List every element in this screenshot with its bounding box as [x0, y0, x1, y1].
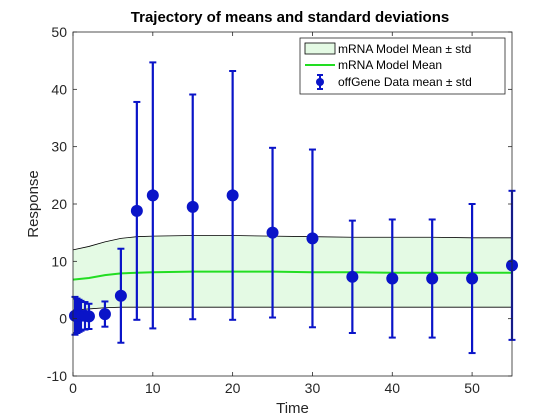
y-tick-label: 40	[51, 81, 67, 97]
data-marker	[266, 226, 279, 239]
data-marker	[226, 189, 239, 202]
x-tick-label: 50	[464, 380, 480, 396]
data-marker	[426, 272, 439, 285]
data-point-10	[186, 93, 199, 321]
data-point-12	[266, 146, 279, 319]
data-marker	[146, 189, 159, 202]
data-marker	[346, 270, 359, 283]
data-marker	[306, 232, 319, 245]
legend-label-data: offGene Data mean ± std	[338, 75, 472, 89]
data-point-11	[226, 69, 239, 321]
data-marker	[386, 272, 399, 285]
data-marker	[130, 204, 143, 217]
data-marker	[98, 308, 111, 321]
y-tick-label: -10	[47, 368, 67, 384]
y-axis-label: Response	[25, 170, 42, 238]
legend-label-band: mRNA Model Mean ± std	[338, 42, 471, 56]
legend-label-mean: mRNA Model Mean	[338, 58, 442, 72]
data-marker	[114, 289, 127, 302]
legend-swatch-marker	[316, 78, 324, 86]
data-point-9	[146, 61, 159, 330]
legend-swatch-band	[304, 42, 336, 55]
data-point-5	[82, 302, 95, 330]
x-tick-label: 30	[305, 380, 321, 396]
x-tick-label: 10	[145, 380, 161, 396]
legend: mRNA Model Mean ± std mRNA Model Mean of…	[299, 37, 506, 95]
data-point-17	[466, 203, 479, 355]
data-point-15	[386, 218, 399, 339]
y-tick-label: 0	[59, 311, 67, 327]
x-axis-label: Time	[276, 400, 309, 417]
y-tick-label: 10	[51, 253, 67, 269]
data-point-7	[114, 247, 127, 344]
data-point-6	[98, 300, 111, 328]
data-point-13	[306, 148, 319, 329]
data-point-14	[346, 219, 359, 334]
x-tick-label: 20	[225, 380, 241, 396]
y-tick-label: 50	[51, 24, 67, 40]
x-tick-label: 0	[69, 380, 77, 396]
data-marker	[82, 310, 95, 323]
data-point-16	[426, 218, 439, 339]
data-marker	[186, 200, 199, 213]
chart-title: Trajectory of means and standard deviati…	[131, 9, 449, 26]
y-tick-label: 30	[51, 139, 67, 155]
y-tick-label: 20	[51, 196, 67, 212]
data-marker	[466, 272, 479, 285]
data-point-8	[130, 100, 143, 321]
x-tick-label: 40	[384, 380, 400, 396]
